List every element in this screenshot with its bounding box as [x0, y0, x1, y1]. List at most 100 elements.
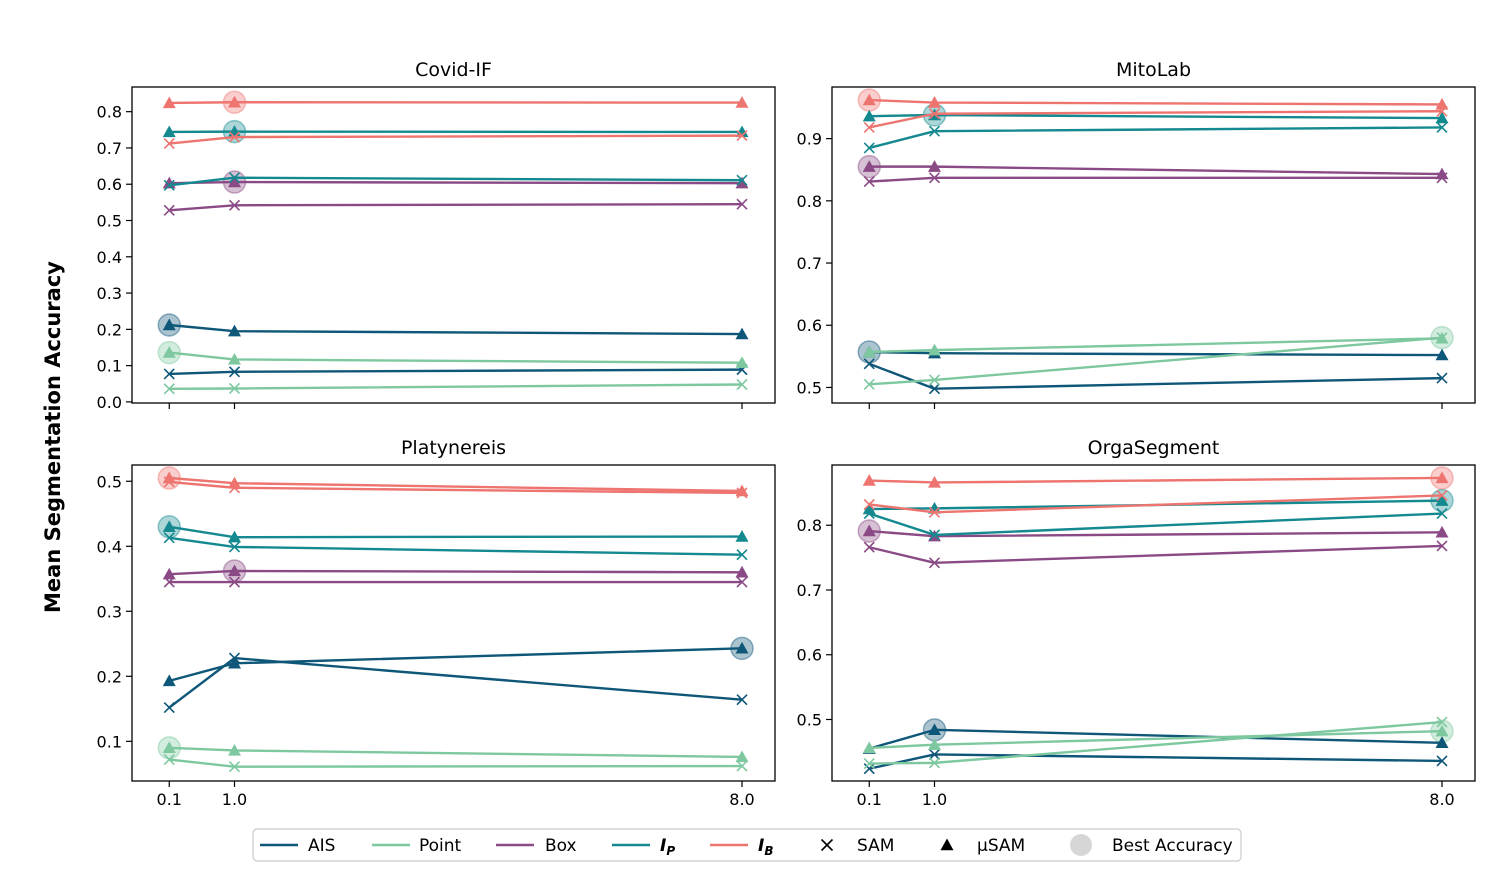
sam-point — [863, 757, 875, 770]
panel-3: OrgaSegment 0.5 0.6 0.7 0.8 0.1 1.0 8.0 — [797, 437, 1476, 809]
y-tick-label: 0.4 — [97, 537, 122, 556]
sam-point — [863, 358, 875, 370]
sam-point — [736, 130, 748, 142]
sam-point — [163, 753, 175, 766]
musam-point — [1435, 111, 1449, 124]
sam-point — [1436, 540, 1448, 552]
series-line-box-sam — [169, 202, 743, 212]
sam-point — [163, 138, 175, 150]
musam-point — [1435, 525, 1449, 538]
sam-point — [228, 199, 241, 211]
musam-point — [862, 345, 876, 358]
sam-point — [163, 368, 175, 380]
sam-point — [736, 694, 748, 706]
musam-point — [228, 352, 241, 365]
y-tick-label: 0.8 — [797, 192, 822, 211]
series-line-ais-musam — [169, 323, 743, 336]
sam-point — [928, 506, 941, 518]
sam-point — [228, 761, 241, 773]
x-tick-label: 1.0 — [222, 790, 247, 809]
musam-point — [228, 476, 241, 489]
sam-point — [228, 172, 241, 184]
sam-point — [163, 532, 175, 544]
sam-point — [928, 374, 941, 386]
panel-1: MitoLab 0.5 0.6 0.7 0.8 0.9 — [797, 59, 1476, 409]
musam-point — [735, 565, 749, 578]
musam-point — [735, 484, 749, 497]
x-tick-label: 1.0 — [922, 790, 947, 809]
sam-point — [863, 378, 875, 390]
sam-point — [928, 383, 941, 395]
musam-point — [1435, 348, 1449, 361]
sam-point — [1436, 508, 1448, 520]
musam-point — [735, 327, 749, 340]
legend-label-ais: AIS — [308, 836, 335, 856]
y-tick-label: 0.8 — [97, 103, 122, 122]
musam-point — [928, 160, 941, 172]
y-tick-label: 0.9 — [797, 130, 822, 149]
series-line-ip-musam — [869, 113, 1443, 120]
musam-point — [928, 501, 941, 514]
sam-point — [1436, 716, 1448, 728]
musam-point — [735, 125, 749, 138]
musam-point — [162, 520, 176, 532]
panel-2: Platynereis 0.1 0.2 0.3 0.4 0.5 0.1 1.0 8.0 — [97, 437, 776, 809]
musam-point — [1435, 97, 1449, 110]
sam-point — [928, 757, 941, 769]
sam-point — [928, 529, 941, 541]
series-line-ais-musam — [869, 350, 1443, 357]
sam-point — [863, 498, 875, 511]
sam-point — [163, 383, 175, 395]
musam-point — [1435, 736, 1449, 748]
series-line-point-sam — [169, 383, 743, 391]
panel-title: OrgaSegment — [1088, 437, 1220, 459]
musam-point — [228, 656, 241, 669]
sam-point — [928, 172, 941, 184]
panel-title: MitoLab — [1116, 59, 1191, 81]
series-line-box-musam — [869, 165, 1443, 176]
sam-point — [163, 179, 175, 191]
series-line-ip-sam — [868, 512, 1443, 537]
plot-frame — [131, 86, 776, 404]
sam-point — [228, 131, 241, 143]
y-tick-label: 0.7 — [97, 139, 122, 158]
sam-point — [736, 760, 748, 772]
y-tick-label: 0.5 — [97, 212, 122, 231]
x-tick-label: 8.0 — [729, 790, 754, 809]
legend-label-box: Box — [545, 836, 577, 856]
musam-point — [162, 567, 176, 580]
series-line-point-musam — [169, 746, 743, 759]
musam-point — [735, 176, 749, 189]
legend-label-point: Point — [419, 836, 462, 856]
legend: AIS Point Box IP IB SAM µSAM Best Accuracy — [252, 828, 1242, 862]
musam-point — [735, 356, 749, 368]
musam-point — [162, 741, 176, 754]
y-tick-label: 0.7 — [797, 581, 822, 600]
y-axis-label: Mean Segmentation Accuracy — [41, 261, 65, 613]
musam-point — [862, 160, 876, 172]
series-line-ib-musam — [169, 101, 743, 105]
musam-point — [162, 125, 176, 138]
sam-point — [228, 382, 241, 395]
musam-point — [862, 93, 876, 106]
musam-point — [862, 109, 876, 122]
musam-point — [928, 96, 941, 108]
plot-frame — [131, 464, 776, 782]
x-tick-label: 0.1 — [157, 790, 182, 809]
plot-frame — [831, 86, 1476, 404]
legend-label-best: Best Accuracy — [1112, 836, 1233, 856]
y-tick-label: 0.5 — [797, 710, 822, 729]
sam-point — [1436, 372, 1448, 384]
y-tick-label: 0.3 — [97, 602, 122, 621]
sam-point — [863, 142, 875, 154]
sam-point — [928, 108, 941, 120]
y-tick-label: 0.6 — [797, 316, 822, 335]
sam-point — [736, 198, 748, 210]
y-tick-label: 0.2 — [97, 667, 122, 686]
y-tick-label: 0.6 — [797, 646, 822, 665]
sam-point — [1436, 489, 1448, 501]
y-tick-label: 0.1 — [97, 357, 122, 376]
y-tick-label: 0.7 — [797, 254, 822, 273]
panel-title: Platynereis — [401, 437, 506, 459]
